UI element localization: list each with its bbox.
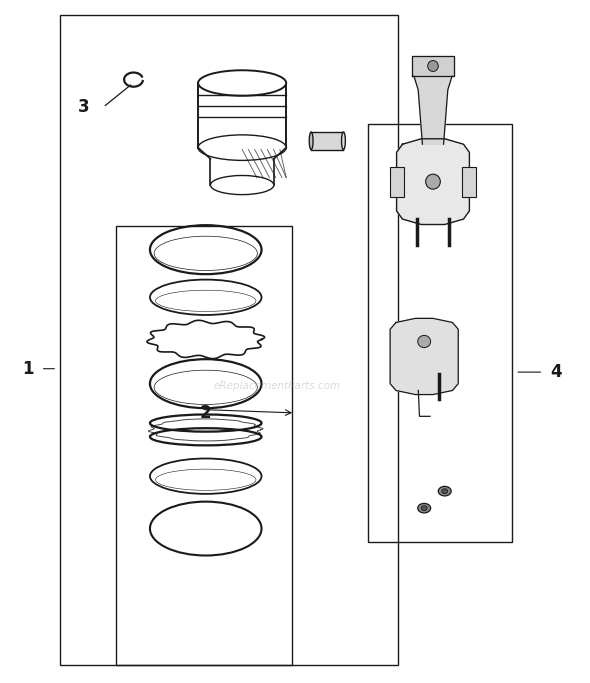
- Ellipse shape: [198, 70, 286, 96]
- Ellipse shape: [418, 503, 431, 513]
- Ellipse shape: [418, 335, 431, 348]
- Ellipse shape: [211, 176, 274, 195]
- Bar: [116, 226, 292, 665]
- Bar: [60, 15, 398, 665]
- Ellipse shape: [425, 174, 440, 189]
- Polygon shape: [390, 318, 458, 395]
- Polygon shape: [412, 56, 454, 76]
- Bar: [463, 167, 477, 197]
- Polygon shape: [396, 139, 470, 225]
- Ellipse shape: [421, 506, 427, 510]
- Text: 1: 1: [22, 360, 34, 378]
- Ellipse shape: [428, 61, 438, 72]
- Ellipse shape: [442, 489, 448, 494]
- Text: 2: 2: [200, 404, 212, 422]
- Ellipse shape: [198, 135, 286, 161]
- Bar: [389, 167, 404, 197]
- Bar: [311, 132, 343, 150]
- Text: eReplacementParts.com: eReplacementParts.com: [214, 380, 341, 391]
- Text: 4: 4: [550, 363, 562, 381]
- Ellipse shape: [342, 132, 345, 150]
- Ellipse shape: [438, 486, 451, 496]
- Text: 3: 3: [78, 98, 90, 116]
- Ellipse shape: [309, 132, 313, 150]
- Polygon shape: [414, 76, 452, 144]
- Bar: [368, 124, 512, 542]
- Bar: [198, 83, 286, 148]
